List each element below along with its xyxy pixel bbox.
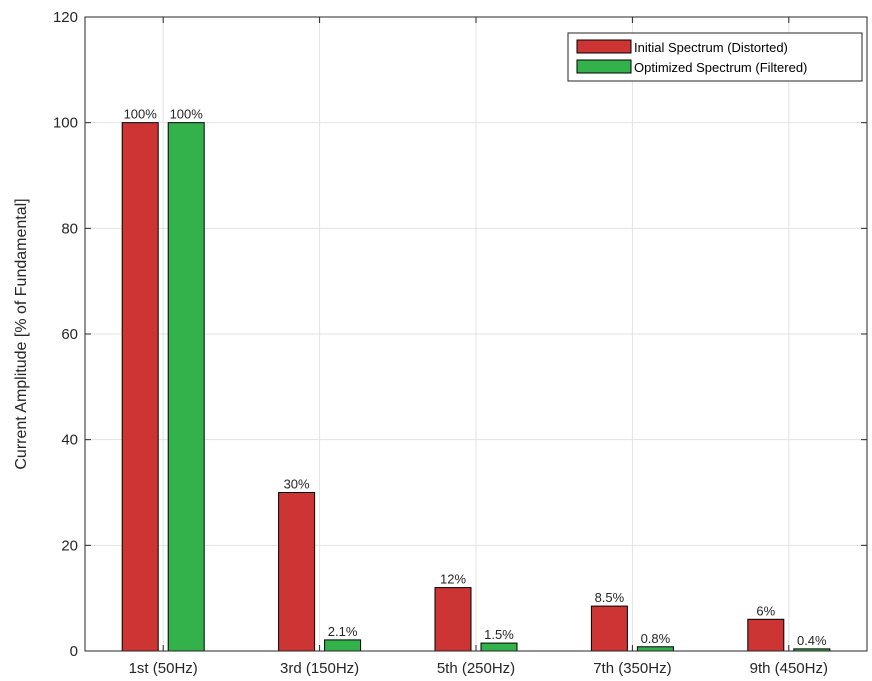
data-label-initial-1: 30%	[284, 477, 310, 492]
data-labels: 100% 30% 12% 8.5% 6% 100% 2.1% 1.5% 0.8% 0.4%	[124, 107, 827, 648]
legend-label-optimized: Optimized Spectrum (Filtered)	[634, 60, 807, 75]
bar-initial-0	[121, 122, 159, 652]
bar-optimized-1	[324, 639, 362, 652]
bar-initial-2	[434, 587, 472, 652]
x-tick-label: 1st (50Hz)	[129, 660, 198, 677]
data-label-optimized-3: 0.8%	[641, 631, 671, 646]
y-axis-ticks: 0 20 40 60 80 100 120	[53, 9, 867, 660]
data-label-optimized-1: 2.1%	[328, 624, 358, 639]
bar-initial-1	[278, 492, 316, 652]
y-tick-label: 0	[70, 643, 78, 660]
x-tick-label: 7th (350Hz)	[593, 660, 671, 677]
bar-optimized-0	[167, 122, 205, 652]
y-tick-label: 120	[53, 9, 78, 26]
y-tick-label: 20	[61, 537, 78, 554]
legend-swatch-optimized	[576, 59, 632, 74]
bar-optimized-2	[480, 642, 518, 652]
y-axis-label: Current Amplitude [% of Fundamental]	[13, 198, 30, 469]
x-axis-ticks: 1st (50Hz) 3rd (150Hz) 5th (250Hz) 7th (350…	[129, 17, 828, 677]
y-tick-label: 40	[61, 432, 78, 449]
data-label-initial-4: 6%	[756, 603, 775, 618]
data-label-optimized-0: 100%	[170, 107, 204, 122]
bar-optimized-3	[636, 646, 674, 652]
data-label-initial-0: 100%	[124, 107, 158, 122]
legend-label-initial: Initial Spectrum (Distorted)	[634, 40, 788, 55]
y-tick-label: 100	[53, 115, 78, 132]
y-tick-label: 80	[61, 220, 78, 237]
x-tick-label: 9th (450Hz)	[750, 660, 828, 677]
legend-swatch-initial	[576, 39, 632, 54]
bars	[121, 122, 831, 652]
bar-initial-3	[590, 605, 628, 652]
plot-frame	[84, 16, 868, 652]
x-tick-label: 3rd (150Hz)	[280, 660, 359, 677]
data-label-optimized-2: 1.5%	[484, 627, 514, 642]
data-label-optimized-4: 0.4%	[797, 633, 827, 648]
data-label-initial-2: 12%	[440, 572, 466, 587]
x-tick-label: 5th (250Hz)	[437, 660, 515, 677]
bar-initial-4	[747, 618, 785, 652]
y-tick-label: 60	[61, 326, 78, 343]
data-label-initial-3: 8.5%	[595, 590, 625, 605]
legend: Initial Spectrum (Distorted) Optimized Sp…	[567, 32, 863, 82]
grid-lines	[85, 16, 867, 652]
